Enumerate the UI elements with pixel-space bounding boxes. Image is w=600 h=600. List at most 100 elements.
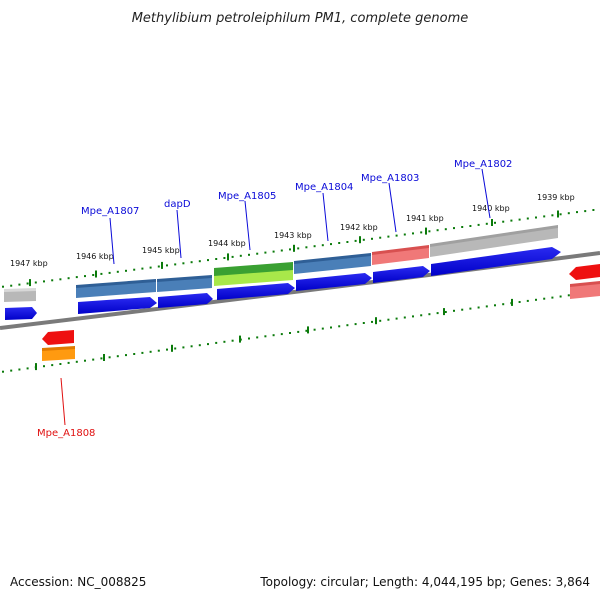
gray-band-1802[interactable]: [430, 226, 558, 257]
lower-ruler-dot: [305, 329, 308, 332]
upper-ruler-dot: [239, 254, 242, 257]
cds-arrow-1803[interactable]: [373, 266, 430, 283]
upper-ruler-dot: [18, 283, 21, 286]
lower-ruler-dot: [518, 301, 521, 303]
cds-arrow-1805[interactable]: [217, 283, 295, 300]
gene-label-mpe-a1802[interactable]: Mpe_A1802: [454, 159, 512, 170]
lower-ruler-dot: [43, 365, 45, 368]
lower-ruler-dot: [535, 298, 537, 301]
lower-ruler-dot: [2, 370, 4, 373]
upper-ruler-dot: [223, 257, 226, 259]
ruler-label-1945: 1945 kbp: [142, 246, 180, 255]
red-arrow-right[interactable]: [569, 264, 600, 280]
upper-ruler-dot: [567, 212, 570, 215]
lower-ruler-dot: [444, 311, 447, 313]
lower-ruler-dot: [149, 350, 152, 353]
upper-ruler-dot: [387, 235, 390, 238]
upper-ruler-dot: [149, 266, 152, 269]
lower-ruler-dot: [59, 363, 62, 365]
upper-ruler-dot: [543, 215, 546, 218]
lower-ruler-dot: [494, 304, 496, 307]
lower-ruler-dot: [190, 345, 193, 348]
gene-label-dapd[interactable]: dapD: [164, 199, 191, 210]
steelblue-band-1804[interactable]: [294, 254, 371, 274]
upper-ruler-major-tick-3: [227, 253, 229, 261]
upper-ruler-dot: [510, 219, 513, 222]
cds-arrow-left[interactable]: [5, 307, 37, 320]
lower-ruler-dot: [477, 306, 480, 309]
upper-ruler-dot: [256, 252, 259, 255]
upper-ruler-dot: [412, 232, 414, 235]
leader-1805: [244, 200, 251, 251]
leader-1807: [109, 217, 115, 265]
cds-arrow-1807[interactable]: [78, 297, 157, 314]
upper-ruler-dot: [264, 251, 267, 254]
cds-arrow-1802[interactable]: [431, 247, 561, 276]
lower-ruler-major-tick-0: [35, 363, 37, 371]
upper-ruler-dot: [535, 216, 537, 219]
upper-ruler-dot: [321, 244, 324, 247]
pink-band-1803[interactable]: [372, 246, 429, 265]
lower-ruler-dot: [231, 339, 234, 342]
ruler-label-1947: 1947 kbp: [10, 259, 48, 268]
gene-label-mpe-a1803[interactable]: Mpe_A1803: [361, 173, 419, 184]
ruler-label-1943: 1943 kbp: [274, 231, 312, 240]
lower-ruler-dot: [551, 296, 554, 299]
lower-ruler-dot: [92, 358, 95, 361]
lower-ruler-dot: [387, 318, 390, 321]
lower-ruler-dot: [157, 349, 160, 352]
gene-label-mpe-a1804[interactable]: Mpe_A1804: [295, 182, 353, 193]
gene-label-mpe-a1805[interactable]: Mpe_A1805: [218, 191, 276, 202]
lower-ruler-dot: [75, 360, 78, 363]
upper-ruler-major-tick-1: [95, 270, 97, 278]
upper-ruler-ticks: [2, 209, 595, 288]
orange-band-1808-edge: [42, 346, 75, 351]
gene-label-mpe-a1807[interactable]: Mpe_A1807: [81, 206, 139, 217]
upper-ruler-dot: [133, 268, 136, 271]
upper-ruler-dot: [371, 237, 373, 240]
steelblue-band-1807-edge: [76, 279, 156, 288]
pink-band-1803-edge: [372, 245, 429, 255]
lower-ruler-dot: [10, 369, 13, 372]
lower-ruler-major-tick-5: [375, 317, 377, 325]
gray-band-left[interactable]: [4, 290, 36, 302]
cds-arrow-1804[interactable]: [296, 273, 372, 291]
lower-ruler-dot: [174, 347, 177, 350]
ruler-label-1942: 1942 kbp: [340, 223, 378, 232]
leader-1802: [481, 168, 491, 219]
accession-text: Accession: NC_008825: [10, 575, 146, 589]
upper-ruler-dot: [444, 228, 447, 231]
lower-ruler-dot: [321, 327, 324, 330]
red-arrow-1808[interactable]: [42, 330, 74, 345]
upper-ruler-major-tick-7: [491, 219, 493, 226]
upper-ruler-dot: [100, 272, 103, 275]
upper-ruler-dot: [43, 280, 45, 283]
upper-ruler-dot: [477, 223, 480, 226]
lower-ruler-dot: [125, 354, 127, 357]
cds-arrows: [5, 247, 561, 320]
ruler-label-1944: 1944 kbp: [208, 239, 246, 248]
upper-ruler-dot: [395, 234, 398, 237]
cds-arrow-dapd[interactable]: [158, 293, 213, 308]
lower-ruler-dot: [280, 333, 283, 336]
lower-ruler-dot: [133, 353, 136, 355]
lower-ruler-ticks: [2, 289, 595, 373]
lower-ruler-dot: [67, 361, 70, 364]
gene-label-mpe-a1808[interactable]: Mpe_A1808: [37, 428, 95, 439]
lower-ruler-dot: [403, 316, 406, 319]
upper-ruler-dot: [59, 278, 62, 281]
upper-ruler-dot: [559, 213, 562, 216]
lower-ruler-dot: [379, 319, 382, 322]
upper-ruler-dot: [379, 236, 382, 239]
leader-1808: [60, 377, 66, 426]
upper-ruler-dot: [67, 277, 70, 280]
upper-ruler-dot: [51, 279, 54, 282]
lower-ruler-dot: [297, 330, 300, 333]
lower-ruler-dot: [51, 364, 54, 367]
ruler-label-1940: 1940 kbp: [472, 204, 510, 213]
lime-band-1805[interactable]: [214, 270, 293, 286]
upper-ruler-dot: [272, 250, 275, 253]
lower-ruler-major-tick-3: [239, 335, 241, 343]
lower-ruler-dot: [198, 344, 201, 347]
